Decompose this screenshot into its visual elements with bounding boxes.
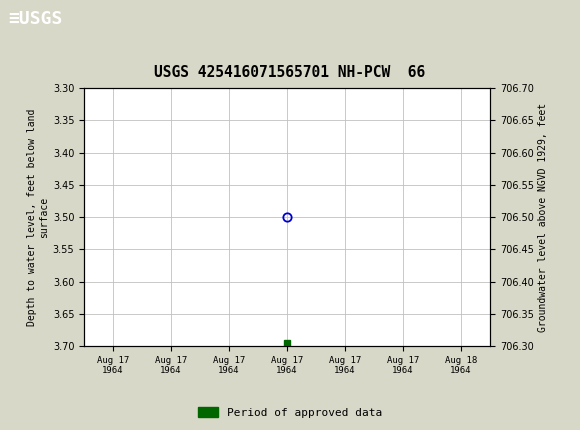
Text: USGS 425416071565701 NH-PCW  66: USGS 425416071565701 NH-PCW 66 xyxy=(154,64,426,80)
Y-axis label: Groundwater level above NGVD 1929, feet: Groundwater level above NGVD 1929, feet xyxy=(538,103,548,332)
Legend: Period of approved data: Period of approved data xyxy=(194,403,386,422)
Y-axis label: Depth to water level, feet below land
surface: Depth to water level, feet below land su… xyxy=(27,108,49,326)
Text: ≡USGS: ≡USGS xyxy=(9,10,63,28)
